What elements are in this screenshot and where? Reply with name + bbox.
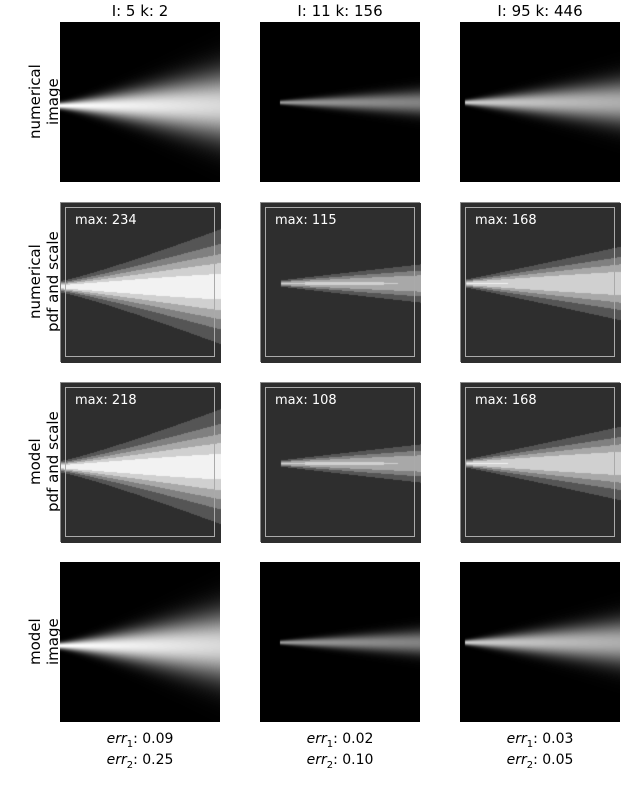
error-label: err1: 0.09err2: 0.25 [55,730,225,772]
error-label: err1: 0.02err2: 0.10 [255,730,425,772]
panel-canvas [60,562,220,722]
figure-panel [60,562,220,722]
max-label: max: 168 [475,213,537,228]
panel-canvas [60,22,220,182]
panel-canvas [460,22,620,182]
max-label: max: 218 [75,393,137,408]
figure-panel: max: 218 [60,382,220,542]
figure-panel [260,562,420,722]
figure-panel: max: 168 [460,382,620,542]
column-header: I: 95 k: 446 [455,2,625,20]
figure-panel [460,22,620,182]
row-label: numerical image [26,22,62,182]
panel-canvas [460,562,620,722]
figure-panel [460,562,620,722]
figure-panel [60,22,220,182]
max-label: max: 168 [475,393,537,408]
row-label: numerical pdf and scale [26,202,62,362]
figure-panel [260,22,420,182]
row-label: model image [26,562,62,722]
row-label: model pdf and scale [26,382,62,542]
error-label: err1: 0.03err2: 0.05 [455,730,625,772]
max-label: max: 234 [75,213,137,228]
figure-panel: max: 168 [460,202,620,362]
figure-panel: max: 108 [260,382,420,542]
column-header: I: 5 k: 2 [55,2,225,20]
panel-canvas [260,22,420,182]
max-label: max: 115 [275,213,337,228]
figure-panel: max: 234 [60,202,220,362]
figure-panel: max: 115 [260,202,420,362]
panel-canvas [260,562,420,722]
max-label: max: 108 [275,393,337,408]
column-header: I: 11 k: 156 [255,2,425,20]
